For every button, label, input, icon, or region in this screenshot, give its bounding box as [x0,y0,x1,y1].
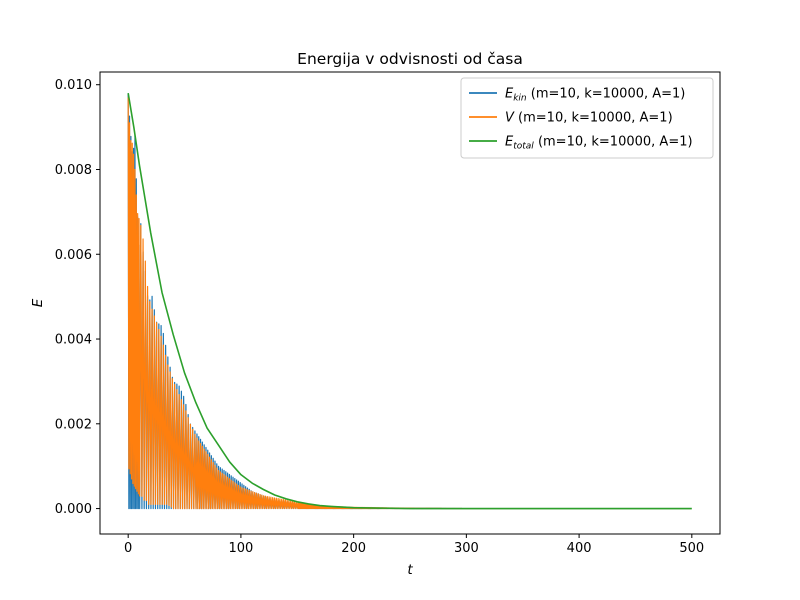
y-tick-label: 0.006 [55,248,92,263]
series-line-2 [127,93,692,510]
legend: Ekin (m=10, k=10000, A=1) V (m=10, k=1000… [460,77,714,159]
x-tick-label: 200 [341,541,366,556]
legend-label-1: V (m=10, k=10000, A=1) [505,111,673,126]
legend-box [460,77,714,159]
x-tick-label: 100 [228,541,253,556]
chart-title: Energija v odvisnosti od časa [297,50,523,68]
y-axis: 0.000 0.002 0.004 0.006 0.008 0.010 [55,78,100,517]
y-axis-label: E [30,298,46,307]
y-tick-label: 0.010 [55,78,92,93]
y-tick-label: 0.000 [55,502,92,517]
x-axis-label: t [407,562,413,578]
axes-frame [99,71,721,535]
x-tick-label: 0 [124,541,132,556]
x-tick-label: 300 [454,541,479,556]
y-tick-label: 0.002 [55,417,92,432]
legend-label-2: Etotal (m=10, k=10000, A=1) [505,135,693,152]
plot-area [127,93,692,510]
x-tick-label: 500 [679,541,704,556]
legend-label-0: Ekin (m=10, k=10000, A=1) [505,87,685,104]
x-axis: 0 100 200 300 400 500 [124,534,704,556]
x-tick-label: 400 [567,541,592,556]
y-tick-label: 0.004 [55,333,92,348]
y-tick-label: 0.008 [55,163,92,178]
